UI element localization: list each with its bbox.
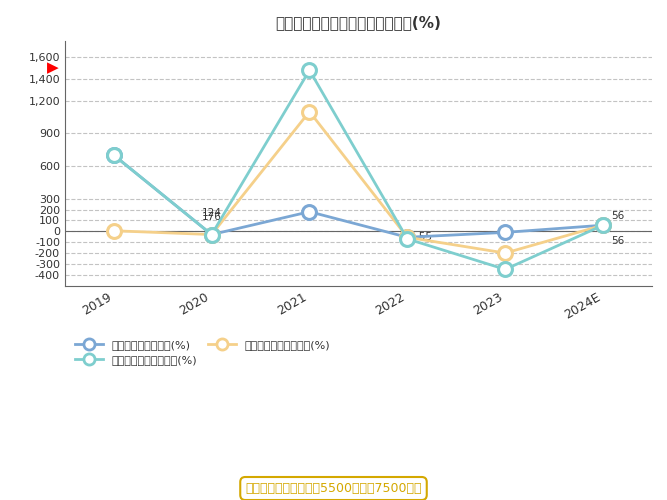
Text: 56: 56 — [612, 236, 625, 246]
Text: 124: 124 — [201, 208, 221, 218]
Title: 历年总营收、净利润比率与净利润(%): 历年总营收、净利润比率与净利润(%) — [275, 15, 442, 30]
Text: 176: 176 — [201, 212, 221, 222]
Legend: 营业收入同比增长率(%), 扣非净利润同比增长率(%), 归母净利润同比增长率(%): 营业收入同比增长率(%), 扣非净利润同比增长率(%), 归母净利润同比增长率(… — [71, 336, 335, 370]
Text: -55: -55 — [416, 232, 433, 242]
Text: 预计去年归母净利润为5500万元到7500万元: 预计去年归母净利润为5500万元到7500万元 — [245, 482, 422, 495]
Text: 56: 56 — [612, 211, 625, 221]
Text: ▶: ▶ — [47, 60, 59, 76]
